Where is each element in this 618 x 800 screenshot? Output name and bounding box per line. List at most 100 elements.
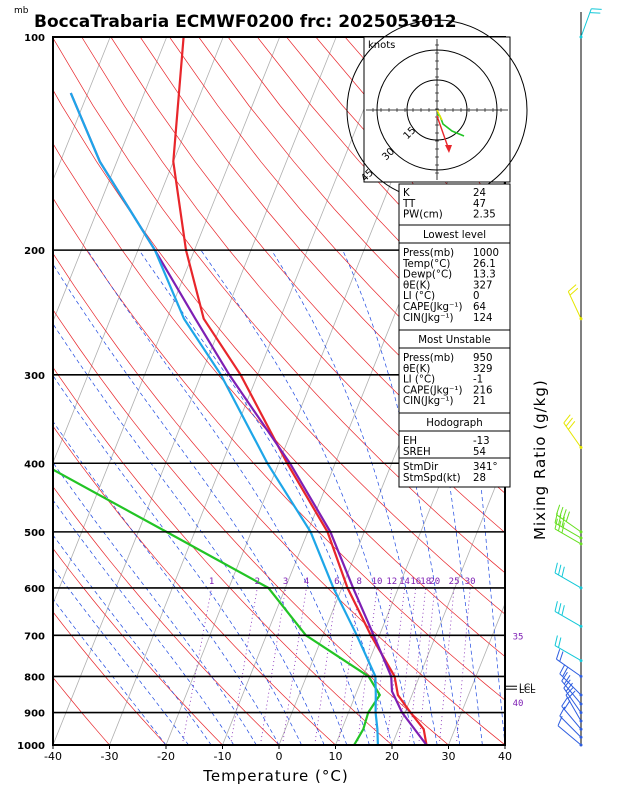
mixing-ratio-label: 25 bbox=[449, 577, 460, 587]
mixing-ratio-label: 12 bbox=[386, 577, 397, 587]
index-key: TT bbox=[402, 199, 416, 210]
wind-barb-flag bbox=[561, 671, 568, 682]
wind-barb bbox=[567, 291, 582, 319]
dry-adiabat bbox=[53, 309, 449, 745]
lowest-value: 124 bbox=[473, 313, 492, 324]
isotherm bbox=[53, 37, 337, 745]
dry-adiabat bbox=[139, 37, 505, 456]
temperature-line bbox=[172, 37, 428, 745]
lowest-value: 0 bbox=[473, 291, 479, 302]
unstable-key: CIN(Jkg⁻¹) bbox=[403, 396, 454, 407]
dewpoint-line bbox=[53, 468, 382, 745]
wind-barb bbox=[565, 694, 582, 722]
wind-barb-flag bbox=[563, 700, 571, 710]
wind-barb-flag bbox=[561, 605, 565, 616]
chart-title: BoccaTrabaria ECMWF0200 frc: 2025053012 bbox=[34, 12, 457, 32]
mixing-ratio-label: 18 bbox=[420, 577, 431, 587]
unstable-key: θE(K) bbox=[403, 364, 430, 375]
isotherm bbox=[53, 37, 111, 182]
mixing-ratio-line bbox=[282, 587, 307, 745]
dry-adiabat bbox=[110, 37, 505, 494]
lowest-value: 1000 bbox=[473, 248, 499, 259]
pressure-tick-label: 1000 bbox=[17, 741, 45, 752]
unit-label: mb bbox=[14, 6, 29, 16]
wind-barb-flag bbox=[557, 715, 563, 726]
storm-value: 341° bbox=[473, 462, 498, 473]
wind-dot bbox=[579, 317, 583, 321]
wind-barb-flag bbox=[565, 687, 574, 696]
wind-barb-flag bbox=[569, 287, 579, 296]
wind-barb-flag bbox=[554, 562, 558, 574]
wind-dot bbox=[579, 674, 583, 678]
wind-barb-flag bbox=[554, 601, 558, 612]
pressure-tick-label: 600 bbox=[24, 584, 45, 595]
wind-barb-flag bbox=[559, 506, 564, 518]
isotherm bbox=[53, 37, 168, 323]
isotherm bbox=[391, 461, 505, 745]
lowest-key: Press(mb) bbox=[403, 248, 454, 259]
wind-barb-flag bbox=[554, 635, 558, 646]
storm-motion-arrowhead bbox=[445, 145, 452, 153]
dry-adiabat bbox=[53, 611, 167, 745]
wind-barb-flag bbox=[554, 512, 558, 524]
lowest-key: Temp(°C) bbox=[402, 259, 450, 270]
storm-key: StmDir bbox=[403, 462, 439, 473]
wetbulb-line bbox=[69, 92, 379, 745]
mixing-ratio-label: 3 bbox=[283, 577, 288, 587]
wind-barb bbox=[554, 528, 582, 545]
lowest-key: CIN(Jkg⁻¹) bbox=[403, 313, 454, 324]
dry-adiabat bbox=[53, 366, 393, 745]
wind-barb-flag bbox=[589, 12, 601, 14]
unstable-value: 21 bbox=[473, 396, 486, 407]
lowest-value: 64 bbox=[473, 302, 486, 313]
wind-barb-flag bbox=[554, 518, 558, 530]
mixing-ratio-label: 6 bbox=[334, 577, 339, 587]
mixing-ratio-label: 40 bbox=[513, 699, 524, 709]
pressure-tick-label: 900 bbox=[24, 709, 45, 720]
wind-barb-flag bbox=[557, 564, 562, 576]
moist-adiabat bbox=[53, 323, 325, 745]
wind-dot bbox=[579, 719, 583, 723]
dry-adiabat bbox=[53, 676, 110, 745]
mixing-ratio-label: 30 bbox=[465, 577, 476, 587]
mixing-ratio-label: 2 bbox=[255, 577, 260, 587]
pressure-tick-label: 300 bbox=[24, 371, 45, 382]
mixing-ratio-label: 10 bbox=[372, 577, 383, 587]
wind-dot bbox=[579, 586, 583, 590]
wind-barb bbox=[563, 422, 582, 448]
unstable-key: Press(mb) bbox=[403, 353, 454, 364]
temperature-tick-label: 20 bbox=[385, 750, 399, 763]
dry-adiabat bbox=[53, 252, 505, 745]
wind-barb-flag bbox=[565, 511, 571, 522]
wind-barb-flag bbox=[555, 649, 561, 660]
mixing-ratio-label: 1 bbox=[209, 577, 214, 587]
wind-barb bbox=[561, 705, 582, 730]
mixing-ratio-label: 35 bbox=[513, 632, 524, 642]
x-axis-label: Temperature (°C) bbox=[202, 767, 348, 785]
wind-barb bbox=[561, 680, 582, 705]
temperature-tick-label: 30 bbox=[442, 750, 456, 763]
dry-adiabat bbox=[53, 425, 336, 745]
hodo-value: -13 bbox=[473, 436, 490, 447]
mixing-ratio-line bbox=[456, 587, 471, 745]
moist-adiabat bbox=[271, 249, 438, 745]
wind-barb bbox=[556, 658, 582, 677]
wind-barb bbox=[554, 610, 582, 627]
wind-barb-flag bbox=[557, 603, 562, 614]
wind-dot bbox=[579, 702, 583, 706]
wind-dot bbox=[579, 659, 583, 663]
index-key: K bbox=[403, 188, 410, 199]
moist-adiabat bbox=[342, 249, 461, 745]
wind-barb-flag bbox=[563, 414, 571, 424]
unstable-value: 950 bbox=[473, 353, 492, 364]
index-key: PW(cm) bbox=[403, 210, 443, 221]
indices-panel: K 24 TT 47 PW(cm) 2.35 Lowest level Press(mb) 10… bbox=[398, 183, 511, 488]
storm-key: StmSpd(kt) bbox=[403, 473, 461, 484]
wind-dot bbox=[579, 735, 583, 739]
mixing-ratio-label: 14 bbox=[399, 577, 410, 587]
wind-dot bbox=[579, 727, 583, 731]
wind-barb bbox=[559, 715, 582, 738]
index-value: 47 bbox=[473, 199, 486, 210]
hodo-key: SREH bbox=[403, 447, 431, 458]
